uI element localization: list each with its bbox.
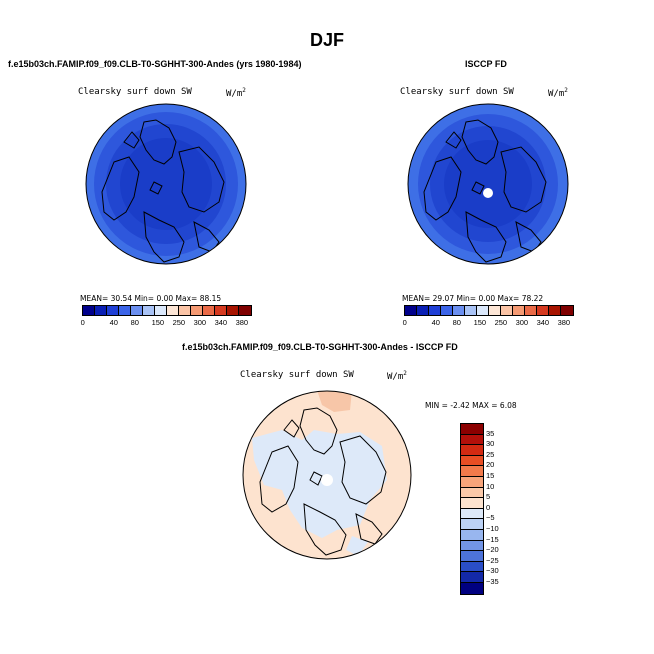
colorbar-swatch bbox=[461, 476, 483, 488]
panel2-polar-map bbox=[407, 103, 569, 265]
panel2-title: ISCCP FD bbox=[465, 59, 507, 69]
colorbar-tick-label: −20 bbox=[486, 545, 499, 555]
colorbar-swatch bbox=[501, 306, 513, 315]
panel3-vertical-colorbar bbox=[460, 423, 484, 595]
colorbar-swatch bbox=[453, 306, 465, 315]
colorbar-swatch bbox=[461, 561, 483, 573]
colorbar-swatch bbox=[461, 498, 483, 509]
panel1-polar-map bbox=[85, 103, 247, 265]
colorbar-swatch bbox=[561, 306, 573, 315]
colorbar-tick-label: −35 bbox=[486, 577, 499, 586]
colorbar-tick-label: −25 bbox=[486, 555, 499, 565]
panel3-polar-map bbox=[242, 390, 412, 560]
panel2-units-label: W/m2 bbox=[548, 87, 568, 99]
colorbar-swatch bbox=[461, 582, 483, 594]
colorbar-swatch bbox=[215, 306, 227, 315]
panel2-colorbar bbox=[404, 305, 574, 316]
colorbar-swatch bbox=[461, 434, 483, 446]
colorbar-tick-label: 150 bbox=[151, 318, 165, 327]
colorbar-swatch bbox=[155, 306, 167, 315]
panel3-variable-label: Clearsky surf down SW bbox=[240, 370, 354, 380]
colorbar-tick-label: 300 bbox=[515, 318, 529, 327]
colorbar-tick-label: 80 bbox=[452, 318, 461, 327]
colorbar-tick-label: 20 bbox=[486, 460, 495, 470]
colorbar-swatch bbox=[461, 519, 483, 530]
colorbar-tick-label: 250 bbox=[172, 318, 186, 327]
colorbar-tick-label: 25 bbox=[486, 449, 495, 459]
colorbar-swatch bbox=[417, 306, 429, 315]
colorbar-swatch bbox=[191, 306, 203, 315]
colorbar-tick-label: 150 bbox=[473, 318, 487, 327]
colorbar-swatch bbox=[489, 306, 501, 315]
panel3-colorbar-swatches bbox=[460, 423, 484, 595]
colorbar-swatch bbox=[549, 306, 561, 315]
colorbar-tick-label: 250 bbox=[494, 318, 508, 327]
colorbar-swatch bbox=[461, 529, 483, 541]
colorbar-tick-label: 40 bbox=[431, 318, 440, 327]
page-title: DJF bbox=[310, 30, 345, 50]
colorbar-tick-label: −30 bbox=[486, 566, 499, 576]
colorbar-swatch bbox=[239, 306, 251, 315]
colorbar-swatch bbox=[143, 306, 155, 315]
colorbar-tick-label: −5 bbox=[486, 513, 495, 523]
colorbar-swatch bbox=[107, 306, 119, 315]
colorbar-tick-label: 40 bbox=[109, 318, 118, 327]
colorbar-swatch bbox=[513, 306, 525, 315]
panel1-stats: MEAN= 30.54 Min= 0.00 Max= 88.15 bbox=[80, 294, 222, 303]
colorbar-tick-label: 0 bbox=[402, 318, 407, 327]
colorbar-swatch bbox=[429, 306, 441, 315]
colorbar-tick-label: 340 bbox=[536, 318, 550, 327]
colorbar-swatch bbox=[461, 455, 483, 467]
colorbar-tick-label: 80 bbox=[130, 318, 139, 327]
colorbar-swatch bbox=[465, 306, 477, 315]
panel2-variable-label: Clearsky surf down SW bbox=[400, 87, 514, 97]
panel3-minmax: MIN = -2.42 MAX = 6.08 bbox=[425, 401, 517, 410]
panel3-title: f.e15b03ch.FAMIP.f09_f09.CLB-T0-SGHHT-30… bbox=[182, 342, 458, 352]
colorbar-tick-label: 380 bbox=[235, 318, 249, 327]
panel1-title: f.e15b03ch.FAMIP.f09_f09.CLB-T0-SGHHT-30… bbox=[8, 59, 302, 69]
colorbar-swatch bbox=[477, 306, 489, 315]
colorbar-tick-label: 15 bbox=[486, 471, 495, 480]
colorbar-swatch bbox=[461, 508, 483, 520]
colorbar-tick-label: 35 bbox=[486, 428, 495, 438]
colorbar-swatch bbox=[227, 306, 239, 315]
colorbar-swatch bbox=[203, 306, 215, 315]
colorbar-swatch bbox=[461, 424, 483, 435]
panel1-units-label: W/m2 bbox=[226, 87, 246, 99]
colorbar-tick-label: 0 bbox=[486, 502, 491, 512]
panel3-colorbar-labels: 35 30 25 20 15 10 5 0 −5 −10 −15 −20 −25 −30 −35 bbox=[486, 423, 526, 595]
colorbar-tick-label: 300 bbox=[193, 318, 207, 327]
panel3-units-label: W/m2 bbox=[387, 370, 407, 382]
colorbar-swatch bbox=[525, 306, 537, 315]
colorbar-tick-label: −15 bbox=[486, 534, 499, 544]
panel1-colorbar bbox=[82, 305, 252, 316]
colorbar-swatch bbox=[461, 540, 483, 552]
panel2-stats: MEAN= 29.07 Min= 0.00 Max= 78.22 bbox=[402, 294, 544, 303]
colorbar-tick-label: 380 bbox=[557, 318, 571, 327]
colorbar-swatch bbox=[405, 306, 417, 315]
colorbar-swatch bbox=[131, 306, 143, 315]
colorbar-tick-label: 10 bbox=[486, 481, 495, 491]
colorbar-tick-label: 340 bbox=[214, 318, 228, 327]
colorbar-swatch bbox=[83, 306, 95, 315]
colorbar-swatch bbox=[441, 306, 453, 315]
colorbar-swatch bbox=[167, 306, 179, 315]
colorbar-swatch bbox=[95, 306, 107, 315]
colorbar-swatch bbox=[119, 306, 131, 315]
colorbar-swatch bbox=[461, 487, 483, 499]
colorbar-tick-label: 0 bbox=[80, 318, 85, 327]
colorbar-swatch bbox=[461, 551, 483, 562]
colorbar-swatch bbox=[461, 572, 483, 583]
colorbar-swatch bbox=[537, 306, 549, 315]
colorbar-tick-label: 30 bbox=[486, 439, 495, 449]
colorbar-tick-label: −10 bbox=[486, 524, 499, 533]
colorbar-tick-label: 5 bbox=[486, 492, 491, 502]
panel1-colorbar-labels: 0 40 80 150 250 300 340 380 bbox=[80, 318, 250, 328]
colorbar-swatch bbox=[179, 306, 191, 315]
colorbar-swatch bbox=[461, 466, 483, 477]
panel2-colorbar-labels: 0 40 80 150 250 300 340 380 bbox=[402, 318, 572, 328]
colorbar-swatch bbox=[461, 445, 483, 456]
panel1-variable-label: Clearsky surf down SW bbox=[78, 87, 192, 97]
